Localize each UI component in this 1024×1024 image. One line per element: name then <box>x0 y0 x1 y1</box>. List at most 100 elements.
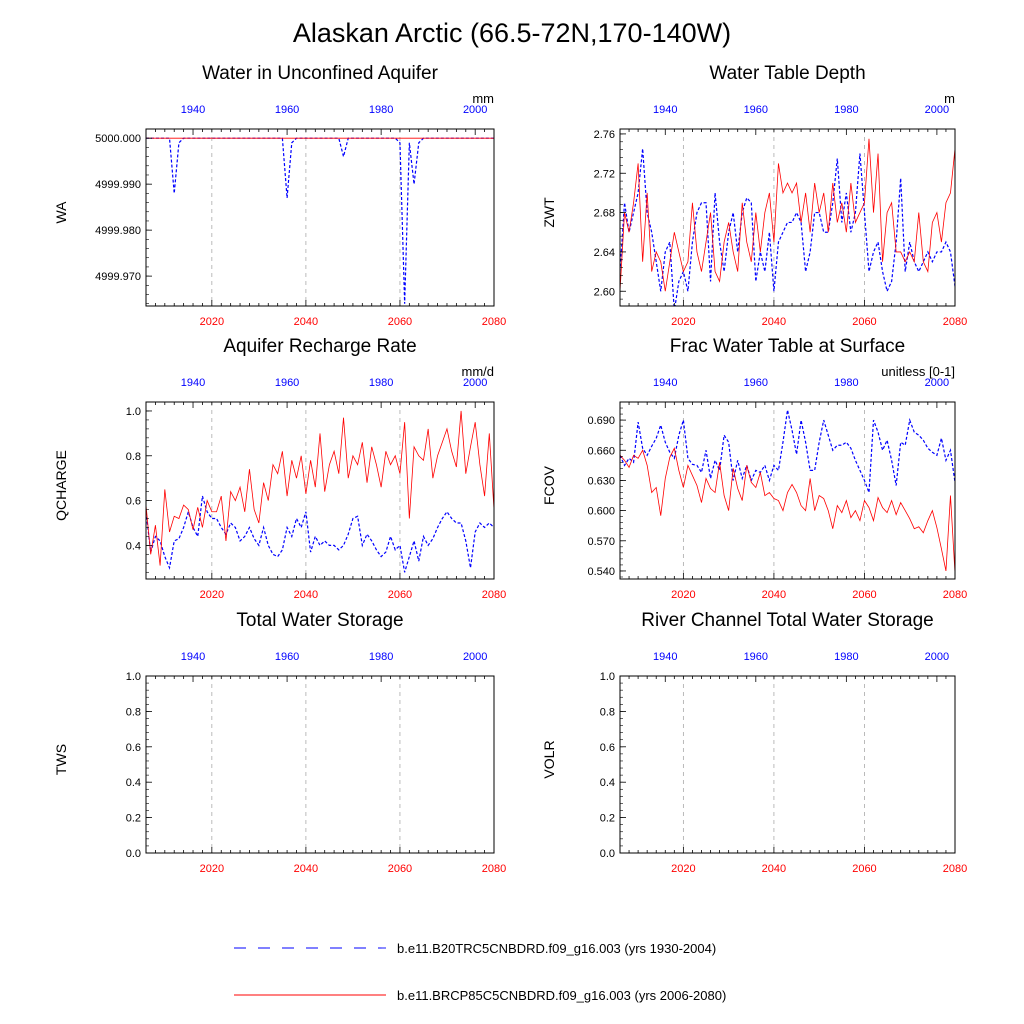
series-line-future <box>620 138 955 292</box>
top-tick-label: 1940 <box>653 104 677 116</box>
top-tick-label: 1980 <box>369 377 393 389</box>
y-axis-label: WA <box>53 201 69 224</box>
bottom-tick-label: 2040 <box>294 863 318 875</box>
bottom-tick-label: 2080 <box>482 589 506 601</box>
y-tick-label: 0.630 <box>587 475 615 487</box>
top-tick-label: 1960 <box>275 651 299 663</box>
bottom-tick-label: 2040 <box>762 589 786 601</box>
panel-volr: River Channel Total Water Storage 2020 204… <box>541 610 967 875</box>
series-group <box>620 409 955 573</box>
top-tick-label: 1940 <box>653 377 677 389</box>
y-tick-label: 5000.000 <box>95 133 141 145</box>
top-tick-label: 1960 <box>275 377 299 389</box>
bottom-tick-label: 2040 <box>762 863 786 875</box>
legend-label: b.e11.B20TRC5CNBDRD.f09_g16.003 (yrs 193… <box>397 941 716 956</box>
units-label: m <box>944 91 955 106</box>
bottom-tick-label: 2040 <box>762 316 786 328</box>
top-tick-label: 1940 <box>653 651 677 663</box>
plot-frame <box>145 128 495 307</box>
y-tick-label: 0.6 <box>600 742 615 754</box>
y-tick-label: 1.0 <box>126 406 141 418</box>
plot-frame <box>619 675 956 854</box>
y-tick-label: 0.570 <box>587 536 615 548</box>
series-line-historical <box>146 495 494 573</box>
series-group <box>620 138 955 306</box>
y-tick-label: 0.540 <box>587 566 615 578</box>
panel-zwt: Water Table Depth m 2020 2040 2060 2080 1940 19… <box>541 63 967 328</box>
panel-tws: Total Water Storage 2020 2040 2060 2080 1940 1… <box>53 610 506 875</box>
y-tick-label: 1.0 <box>600 671 615 683</box>
bottom-tick-label: 2080 <box>482 863 506 875</box>
bottom-tick-label: 2080 <box>943 863 967 875</box>
bottom-tick-label: 2080 <box>482 316 506 328</box>
y-tick-label: 2.60 <box>594 286 615 298</box>
top-tick-label: 1980 <box>834 377 858 389</box>
series-line-historical <box>146 137 494 304</box>
y-tick-label: 2.64 <box>594 247 615 259</box>
panel-title: Aquifer Recharge Rate <box>223 336 416 357</box>
bottom-tick-label: 2060 <box>388 863 412 875</box>
y-axis-label: QCHARGE <box>53 450 69 521</box>
bottom-tick-label: 2080 <box>943 589 967 601</box>
plot-frame <box>145 675 495 854</box>
bottom-tick-label: 2060 <box>852 863 876 875</box>
y-tick-label: 0.8 <box>600 706 615 718</box>
panel-fcov: Frac Water Table at Surface unitless [0-1… <box>541 336 967 601</box>
series-line-future <box>620 447 955 573</box>
page-title: Alaskan Arctic (66.5-72N,170-140W) <box>293 18 731 48</box>
top-tick-label: 2000 <box>925 104 949 116</box>
series-line-historical <box>620 409 955 493</box>
legend-label: b.e11.BRCP85C5CNBDRD.f09_g16.003 (yrs 20… <box>397 988 726 1003</box>
y-axis-label: VOLR <box>541 740 557 778</box>
plot-frame <box>145 401 495 580</box>
bottom-tick-label: 2060 <box>852 589 876 601</box>
units-label: mm <box>472 91 494 106</box>
series-line-future <box>146 410 494 566</box>
chart-panels: Water in Unconfined Aquifer mm 2020 2040 206… <box>53 63 967 875</box>
series-group <box>146 137 494 304</box>
top-tick-label: 1960 <box>744 651 768 663</box>
top-tick-label: 2000 <box>463 377 487 389</box>
bottom-tick-label: 2060 <box>388 589 412 601</box>
y-tick-label: 0.0 <box>126 848 141 860</box>
y-tick-label: 0.2 <box>126 813 141 825</box>
panel-title: Water Table Depth <box>709 63 865 84</box>
plot-frame <box>619 401 956 580</box>
bottom-tick-label: 2020 <box>200 863 224 875</box>
top-tick-label: 1940 <box>181 104 205 116</box>
y-tick-label: 4999.990 <box>95 179 141 191</box>
y-tick-label: 0.4 <box>126 540 141 552</box>
panel-title: Total Water Storage <box>236 610 403 631</box>
y-tick-label: 0.4 <box>600 777 615 789</box>
top-tick-label: 1980 <box>834 651 858 663</box>
legend-item: b.e11.BRCP85C5CNBDRD.f09_g16.003 (yrs 20… <box>234 988 726 1003</box>
y-tick-label: 0.8 <box>126 706 141 718</box>
y-axis-label: FCOV <box>541 465 557 505</box>
top-tick-label: 1980 <box>369 651 393 663</box>
bottom-tick-label: 2080 <box>943 316 967 328</box>
top-tick-label: 2000 <box>463 104 487 116</box>
y-axis-label: ZWT <box>541 197 557 228</box>
series-group <box>146 410 494 573</box>
bottom-tick-label: 2020 <box>671 316 695 328</box>
top-tick-label: 1960 <box>275 104 299 116</box>
bottom-tick-label: 2020 <box>200 589 224 601</box>
top-tick-label: 1980 <box>369 104 393 116</box>
y-axis-label: TWS <box>53 744 69 775</box>
y-tick-label: 2.76 <box>594 129 615 141</box>
top-tick-label: 1980 <box>834 104 858 116</box>
panel-qcharge: Aquifer Recharge Rate mm/d 2020 2040 2060 208… <box>53 336 506 601</box>
top-tick-label: 2000 <box>925 651 949 663</box>
y-tick-label: 0.0 <box>600 848 615 860</box>
legend-item: b.e11.B20TRC5CNBDRD.f09_g16.003 (yrs 193… <box>234 941 716 956</box>
bottom-tick-label: 2020 <box>671 589 695 601</box>
top-tick-label: 1960 <box>744 377 768 389</box>
y-tick-label: 2.72 <box>594 168 615 180</box>
units-label: unitless [0-1] <box>881 364 955 379</box>
y-tick-label: 2.68 <box>594 208 615 220</box>
y-tick-label: 0.660 <box>587 445 615 457</box>
bottom-tick-label: 2060 <box>852 316 876 328</box>
y-tick-label: 0.6 <box>126 742 141 754</box>
top-tick-label: 2000 <box>463 651 487 663</box>
